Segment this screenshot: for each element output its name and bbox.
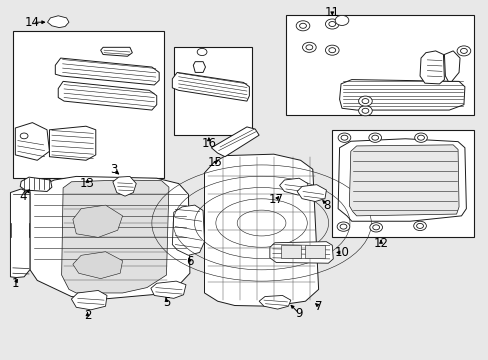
Text: 6: 6 (186, 255, 193, 268)
Circle shape (368, 133, 381, 142)
Text: 3: 3 (110, 163, 117, 176)
Polygon shape (269, 242, 332, 263)
Circle shape (358, 106, 371, 116)
Polygon shape (259, 296, 290, 309)
Circle shape (296, 21, 309, 31)
Circle shape (325, 45, 338, 55)
Circle shape (305, 45, 312, 50)
Bar (173, 47, 251, 135)
Polygon shape (15, 123, 49, 160)
Circle shape (334, 15, 348, 26)
Text: 11: 11 (324, 6, 339, 19)
Polygon shape (47, 16, 69, 28)
Polygon shape (279, 178, 307, 195)
Polygon shape (151, 281, 185, 298)
Circle shape (371, 135, 378, 140)
Polygon shape (101, 47, 132, 56)
Circle shape (416, 224, 423, 228)
Circle shape (358, 96, 371, 106)
Text: 1: 1 (12, 277, 19, 290)
Text: 2: 2 (83, 309, 91, 322)
Text: 15: 15 (207, 156, 222, 169)
Circle shape (413, 221, 426, 230)
Circle shape (325, 19, 338, 29)
Circle shape (20, 133, 28, 139)
Circle shape (414, 133, 427, 142)
Circle shape (372, 225, 379, 230)
Polygon shape (348, 145, 458, 216)
Polygon shape (281, 244, 300, 258)
Text: 13: 13 (80, 177, 95, 190)
Text: 17: 17 (268, 193, 283, 206)
Polygon shape (55, 58, 159, 85)
Circle shape (197, 48, 206, 55)
Circle shape (328, 48, 335, 53)
Polygon shape (71, 291, 107, 310)
Polygon shape (211, 127, 259, 157)
Circle shape (299, 23, 306, 28)
Circle shape (336, 222, 349, 231)
Polygon shape (61, 180, 168, 293)
Text: 16: 16 (201, 137, 216, 150)
Polygon shape (339, 80, 464, 110)
Circle shape (456, 46, 470, 56)
Text: 10: 10 (334, 246, 349, 259)
Text: 4: 4 (19, 190, 26, 203)
Circle shape (361, 108, 368, 113)
Circle shape (328, 22, 335, 27)
Polygon shape (193, 62, 205, 72)
Polygon shape (419, 51, 444, 84)
Bar (331, 130, 473, 237)
Circle shape (339, 224, 346, 229)
Bar (285, 15, 473, 116)
Text: 9: 9 (295, 307, 302, 320)
Bar (13, 31, 163, 178)
Text: 5: 5 (163, 296, 170, 309)
Polygon shape (204, 154, 318, 306)
Polygon shape (337, 139, 466, 221)
Polygon shape (297, 185, 326, 202)
Text: 12: 12 (373, 237, 388, 250)
Polygon shape (444, 51, 459, 81)
Circle shape (361, 99, 368, 104)
Circle shape (337, 133, 350, 142)
Polygon shape (30, 176, 189, 299)
Circle shape (302, 42, 316, 52)
Polygon shape (58, 81, 157, 110)
Polygon shape (20, 177, 52, 192)
Polygon shape (172, 205, 204, 255)
Text: 14: 14 (25, 16, 40, 29)
Text: 8: 8 (323, 199, 330, 212)
Circle shape (460, 48, 467, 53)
Circle shape (340, 135, 347, 140)
Circle shape (417, 135, 424, 140)
Polygon shape (305, 244, 325, 258)
Polygon shape (73, 205, 122, 237)
Polygon shape (10, 189, 30, 278)
Polygon shape (49, 126, 96, 160)
Polygon shape (73, 252, 122, 279)
Polygon shape (172, 72, 249, 101)
Text: 7: 7 (314, 300, 322, 313)
Circle shape (369, 223, 382, 232)
Polygon shape (113, 176, 136, 196)
